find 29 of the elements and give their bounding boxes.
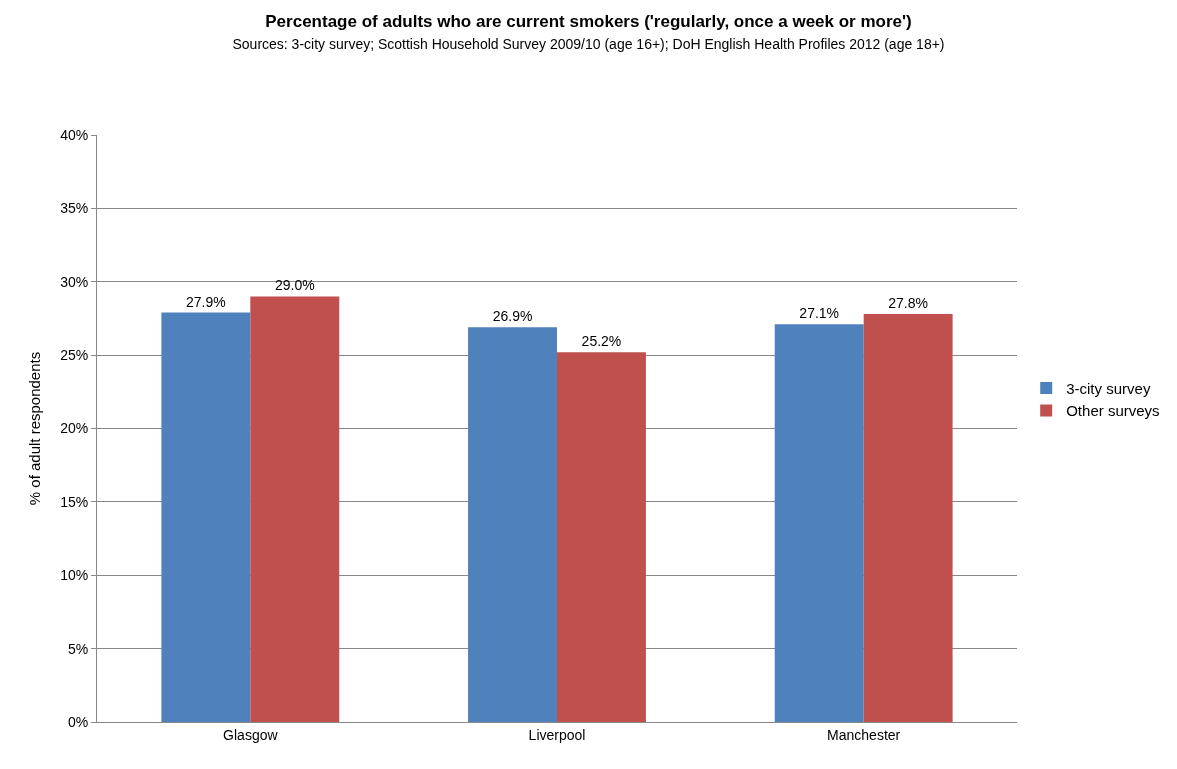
y-tick-label: 20% [60,420,89,437]
legend-label: Other surveys [1066,402,1160,420]
bar [161,312,251,722]
y-tick-label: 35% [60,200,89,217]
x-tick-label: Manchester [827,726,901,743]
y-tick-label: 25% [60,347,89,364]
y-tick-label: 15% [60,493,89,510]
data-label: 27.8% [888,295,928,312]
data-label: 25.2% [581,333,622,350]
bar [774,324,864,722]
chart-subtitle: Sources: 3-city survey; Scottish Household Survey 2009/10 (age 16+); DoH English Health Profiles 2012 (age 18+) [232,36,945,53]
bar [468,327,557,722]
y-tick-label: 30% [60,273,89,290]
data-label: 26.9% [492,308,533,325]
bar [557,352,646,722]
bar [863,314,953,722]
data-label: 29.0% [274,277,315,294]
x-tick-label: Glasgow [223,726,279,743]
chart-title: Percentage of adults who are current smokers ('regularly, once a week or more') [265,11,912,31]
y-tick-label: 10% [60,567,89,584]
bar [250,296,340,722]
x-tick-label: Liverpool [528,726,586,743]
y-axis-title: % of adult respondents [26,351,44,506]
data-label: 27.1% [799,305,840,322]
y-tick-label: 5% [67,640,89,657]
data-label: 27.9% [186,293,226,310]
y-tick-label: 0% [67,713,89,730]
y-tick-label: 40% [60,126,89,143]
legend-label: 3-city survey [1066,379,1151,397]
